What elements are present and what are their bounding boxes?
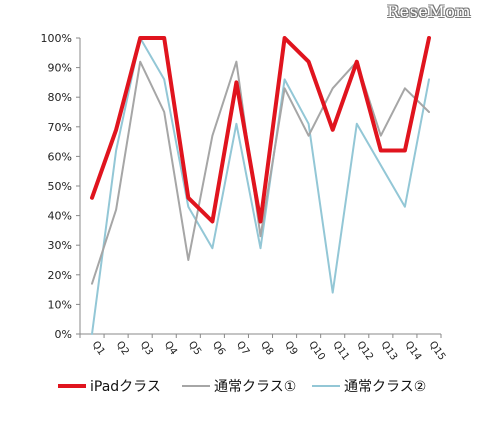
y-tick-label: 40% (48, 210, 72, 223)
x-tick-label: Q8 (258, 339, 275, 357)
x-tick-label: Q1 (90, 339, 107, 357)
x-tick-label: Q6 (210, 339, 227, 357)
x-tick-label: Q4 (162, 339, 179, 357)
y-tick-label: 0% (55, 328, 72, 341)
x-tick-label: Q5 (186, 339, 203, 357)
legend-label: 通常クラス① (214, 379, 296, 395)
y-tick-label: 100% (41, 32, 72, 45)
legend-label: iPadクラス (90, 379, 161, 395)
y-tick-label: 30% (48, 239, 72, 252)
x-tick-label: Q9 (282, 339, 299, 357)
x-tick-label: Q7 (234, 339, 251, 357)
x-tick-label: Q12 (354, 339, 375, 362)
y-tick-label: 60% (48, 150, 72, 163)
series-line-1 (90, 36, 431, 224)
x-axis: Q1 Q2 Q3 Q4 Q5 Q6 Q7 Q8 Q9 Q10 Q11 Q12 Q13 Q14 Q15 (79, 334, 448, 363)
x-tick-label: Q14 (402, 339, 423, 362)
legend: iPadクラス 通常クラス① 通常クラス② (58, 379, 426, 395)
y-tick-label: 20% (48, 269, 72, 282)
series-line-2 (91, 60, 430, 285)
x-tick-label: Q13 (378, 339, 399, 362)
y-axis: 0% 10% 20% 30% 40% 50% 60% 70% 80% 90% 100% (41, 32, 80, 341)
y-tick-label: 50% (48, 180, 72, 193)
x-tick-label: Q15 (427, 339, 448, 362)
x-tick-label: Q10 (306, 339, 327, 362)
watermark-logo: ReseMom (387, 2, 471, 21)
y-tick-label: 70% (48, 121, 72, 134)
y-tick-label: 10% (48, 298, 72, 311)
axes (79, 38, 441, 335)
series-line-3 (91, 37, 430, 335)
y-tick-label: 80% (48, 91, 72, 104)
x-tick-label: Q11 (330, 339, 351, 362)
x-tick-label: Q2 (114, 339, 131, 357)
legend-label: 通常クラス② (344, 379, 426, 395)
x-tick-label: Q3 (138, 339, 155, 357)
y-tick-label: 90% (48, 62, 72, 75)
series-lines (90, 36, 431, 335)
